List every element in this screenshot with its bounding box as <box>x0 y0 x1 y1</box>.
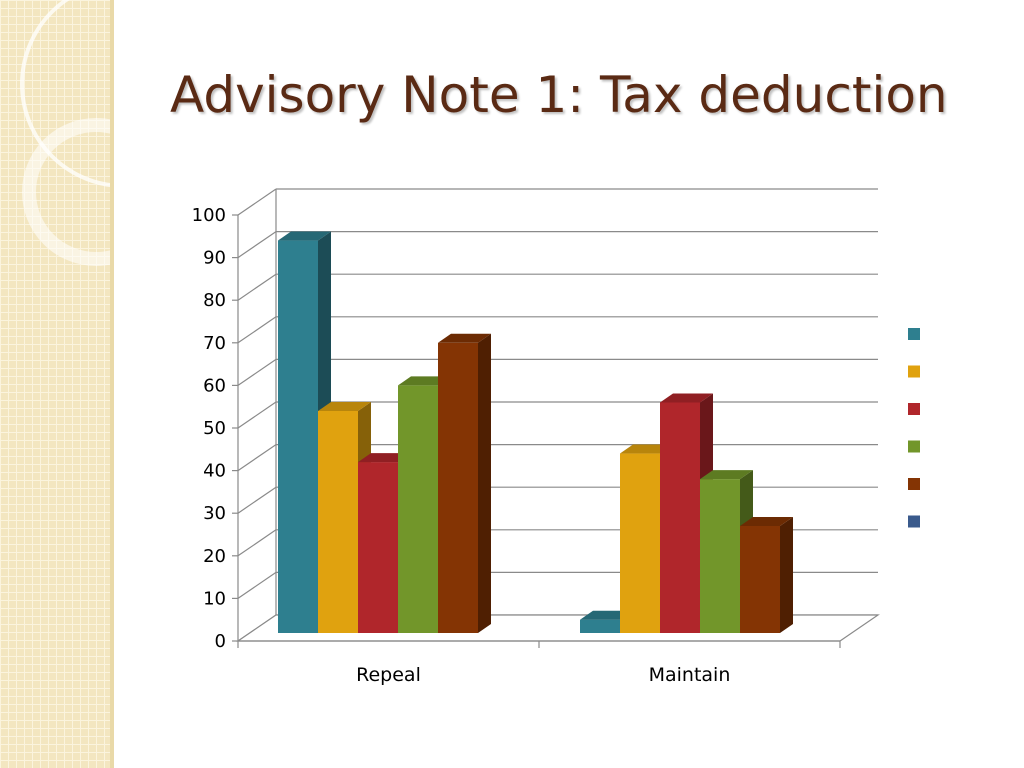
gridline-connector <box>237 529 277 557</box>
y-tick-label: 80 <box>203 290 226 311</box>
bar-top <box>740 516 793 526</box>
bar-12th-repeal <box>358 462 398 633</box>
category-label: Repeal <box>356 664 421 686</box>
gridline-connector <box>237 188 277 216</box>
bar-top <box>278 231 331 241</box>
bar-10th-maintain <box>580 619 620 633</box>
legend-swatch-12th <box>908 403 920 415</box>
bar-top <box>358 453 411 463</box>
gridline-connector <box>237 358 277 386</box>
bar-adna-repeal <box>398 385 438 633</box>
gridline-connector <box>237 444 277 472</box>
bar-11th-repeal <box>318 410 358 633</box>
y-tick-label: 50 <box>203 418 226 439</box>
bar-side <box>780 516 793 633</box>
bar-top <box>438 333 491 343</box>
bar-lewis-maintain <box>740 525 780 633</box>
gridline-connector <box>237 571 277 599</box>
bar-chart: 0102030405060708090100RepealMaintain10th… <box>192 188 920 686</box>
bar-top <box>318 401 371 411</box>
bar-top <box>620 444 673 454</box>
y-tick-label: 20 <box>203 546 226 567</box>
gridline-connector <box>237 273 277 301</box>
bar-side <box>478 333 491 633</box>
bar-top <box>700 470 753 480</box>
legend-swatch-11th <box>908 365 920 378</box>
y-tick-label: 100 <box>192 205 226 226</box>
y-tick-label: 30 <box>203 503 226 524</box>
y-tick-label: 90 <box>203 248 226 269</box>
bar-top <box>398 376 451 386</box>
bar-lewis-repeal <box>438 342 478 633</box>
y-tick-label: 70 <box>203 333 226 354</box>
gridline-connector <box>237 486 277 514</box>
side-decoration-panel <box>0 0 114 768</box>
category-label: Maintain <box>649 664 731 686</box>
y-tick-label: 60 <box>203 375 226 396</box>
legend-swatch-10th <box>908 328 920 340</box>
y-tick-label: 0 <box>215 631 226 652</box>
gridline-connector <box>237 316 277 344</box>
legend-swatch-adna <box>908 440 920 453</box>
slide-title: Advisory Note 1: Tax deduction <box>170 66 948 124</box>
legend-swatch-lewis <box>908 478 920 490</box>
bar-top <box>660 393 713 403</box>
side-panel-edge <box>110 0 114 768</box>
y-tick-label: 40 <box>203 461 226 482</box>
bar-12th-maintain <box>660 402 700 633</box>
y-tick-label: 10 <box>203 588 226 609</box>
legend-swatch-wa <box>908 515 920 528</box>
gridline-connector <box>237 401 277 429</box>
bar-10th-repeal <box>278 240 318 633</box>
bar-11th-maintain <box>620 453 660 633</box>
bar-top <box>580 610 633 620</box>
bar-adna-maintain <box>700 479 740 633</box>
gridline-connector <box>237 231 277 259</box>
